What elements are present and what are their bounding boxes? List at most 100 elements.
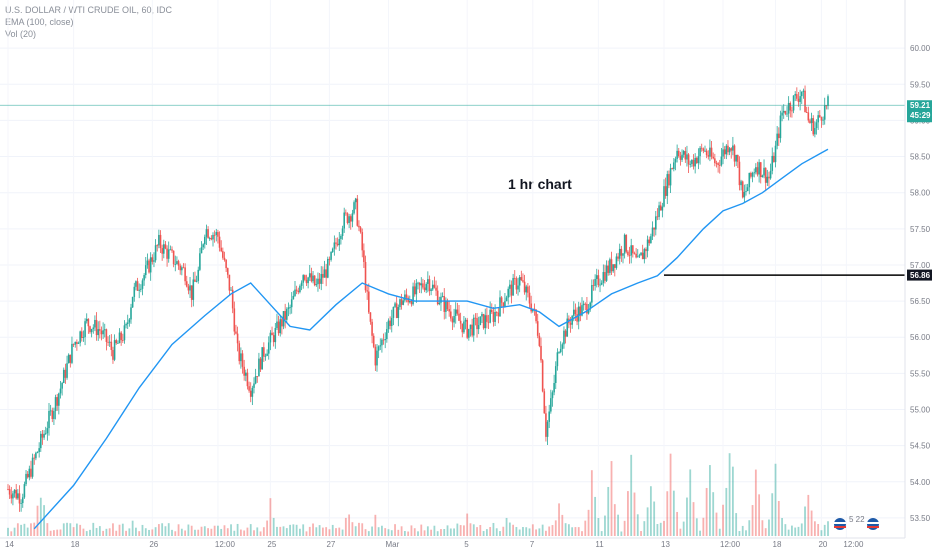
volume-bar bbox=[36, 505, 39, 536]
volume-bar bbox=[302, 524, 305, 536]
price-tick: 60.00 bbox=[910, 44, 931, 53]
volume-bar bbox=[581, 531, 583, 536]
price-axis[interactable]: 60.0059.5059.0058.5058.0057.5057.0056.50… bbox=[910, 44, 931, 523]
chart-annotation[interactable]: 1 hr chart bbox=[508, 176, 572, 192]
volume-bar bbox=[820, 530, 823, 536]
volume-bar bbox=[774, 463, 777, 536]
candle bbox=[74, 341, 77, 348]
candle bbox=[699, 146, 701, 165]
time-tick: 12:00 bbox=[843, 540, 864, 549]
candle bbox=[281, 316, 283, 335]
volume-indicator-line[interactable]: Vol (20) bbox=[5, 29, 37, 39]
volume-bar bbox=[161, 523, 164, 536]
volume-bar bbox=[361, 523, 364, 536]
volume-bar bbox=[344, 517, 347, 536]
candle bbox=[61, 381, 63, 396]
candle bbox=[509, 279, 511, 298]
candle bbox=[169, 245, 172, 251]
volume-bar bbox=[95, 527, 98, 536]
volume-bar bbox=[482, 531, 485, 536]
flag-icon[interactable] bbox=[834, 518, 846, 530]
candle bbox=[90, 328, 93, 338]
candle bbox=[187, 283, 190, 295]
candle bbox=[177, 259, 180, 270]
volume-bar bbox=[49, 530, 52, 536]
candle bbox=[100, 326, 103, 341]
candle bbox=[395, 296, 398, 319]
volume-bar bbox=[75, 523, 78, 536]
ema-indicator-line[interactable]: EMA (100, close) bbox=[5, 17, 74, 27]
symbol-line[interactable]: U.S. DOLLAR / WTI CRUDE OIL, 60, IDC bbox=[5, 5, 173, 15]
volume-bar bbox=[443, 529, 446, 536]
volume-bar bbox=[108, 528, 111, 536]
price-tick: 56.50 bbox=[910, 297, 931, 306]
volume-bar bbox=[305, 531, 308, 536]
volume-bar bbox=[16, 523, 19, 536]
candle bbox=[294, 280, 296, 297]
candle bbox=[179, 263, 181, 275]
volume-bar bbox=[184, 530, 187, 536]
volume-bar bbox=[407, 531, 410, 536]
candle bbox=[359, 225, 362, 234]
candle bbox=[687, 152, 690, 173]
candle bbox=[674, 156, 677, 171]
candle bbox=[97, 321, 99, 341]
candle bbox=[550, 389, 552, 414]
volume-bar bbox=[171, 529, 173, 536]
candle bbox=[376, 343, 378, 372]
candle bbox=[108, 334, 111, 347]
volume-bar bbox=[23, 523, 26, 536]
candle bbox=[536, 313, 539, 339]
candle bbox=[356, 194, 359, 227]
candle bbox=[295, 285, 298, 295]
volume-bar bbox=[292, 524, 295, 536]
candle bbox=[540, 337, 542, 363]
time-axis[interactable]: 14 18 26 12:00 25 27 Mar 5 7 11 13 12:00 18 20 12:00 bbox=[5, 540, 864, 549]
candle bbox=[691, 159, 693, 167]
volume-bar bbox=[335, 528, 337, 536]
candle bbox=[712, 152, 714, 160]
candle bbox=[138, 283, 140, 299]
volume-bar bbox=[354, 526, 357, 536]
volume-bar bbox=[341, 529, 344, 536]
candle bbox=[267, 336, 270, 360]
volume-bar bbox=[531, 524, 534, 536]
candle bbox=[402, 297, 405, 306]
candle bbox=[328, 256, 331, 266]
candle bbox=[733, 144, 736, 167]
volume-bar bbox=[200, 526, 203, 536]
candle bbox=[225, 259, 227, 273]
price-tick: 58.50 bbox=[910, 153, 931, 162]
price-tick: 58.00 bbox=[910, 189, 931, 198]
flag-icon[interactable] bbox=[867, 518, 879, 530]
candle bbox=[564, 329, 567, 344]
volume-bar bbox=[702, 517, 705, 536]
volume-bar bbox=[453, 528, 455, 536]
volume-bar bbox=[128, 528, 131, 536]
candle bbox=[213, 230, 216, 243]
candle bbox=[768, 171, 770, 187]
volume-bar bbox=[413, 528, 416, 536]
candle bbox=[412, 282, 414, 306]
candle bbox=[269, 330, 272, 351]
candle bbox=[543, 388, 546, 414]
candle bbox=[272, 332, 275, 347]
candle bbox=[266, 349, 268, 357]
volume-bar bbox=[256, 527, 259, 536]
candle bbox=[476, 312, 478, 338]
candle bbox=[758, 159, 760, 183]
volume-bar bbox=[194, 529, 196, 536]
candle bbox=[182, 263, 185, 269]
candle bbox=[125, 322, 127, 329]
candle bbox=[33, 454, 36, 465]
volume-bar bbox=[430, 529, 433, 536]
candle bbox=[594, 274, 596, 291]
candle bbox=[597, 269, 600, 288]
candle bbox=[48, 402, 50, 436]
volume-bar bbox=[223, 525, 226, 536]
candle bbox=[184, 263, 186, 286]
candle bbox=[23, 481, 26, 499]
volume-bar bbox=[636, 514, 639, 536]
candle bbox=[502, 302, 505, 314]
